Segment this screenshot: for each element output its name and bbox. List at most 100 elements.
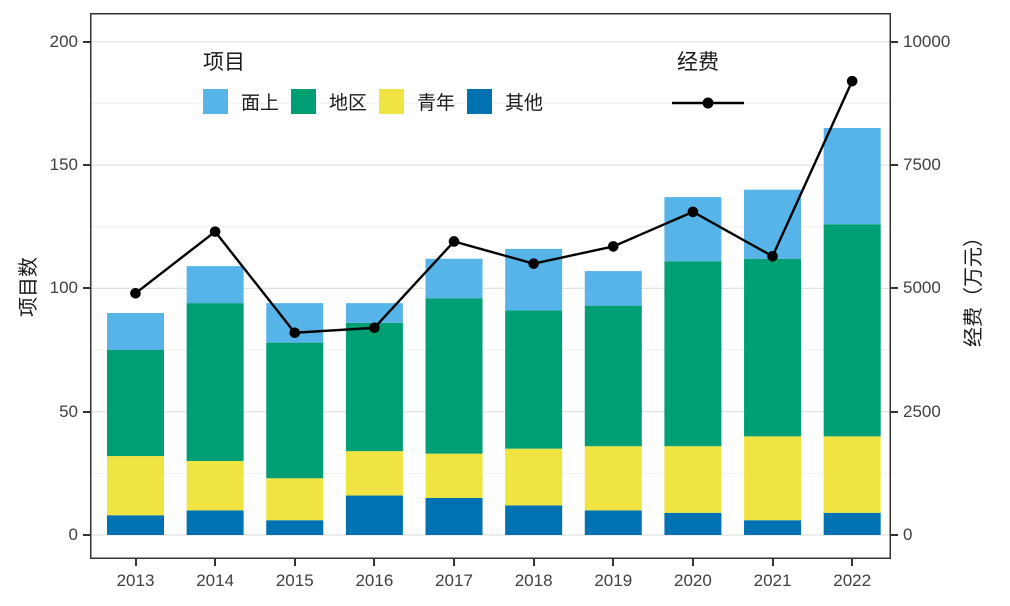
bar-segment-地区-2015 <box>266 342 324 479</box>
x-axis-tick-label: 2018 <box>514 571 553 590</box>
funding-point-2014 <box>209 226 221 237</box>
right-tick-mark <box>891 164 898 167</box>
right-tick-mark <box>891 287 898 290</box>
right-axis-tick-label: 5000 <box>903 278 941 298</box>
x-axis-tick-label: 2013 <box>116 571 155 590</box>
x-tick-mark <box>214 559 217 566</box>
funding-point-2017 <box>448 236 460 247</box>
qingnian-swatch-icon <box>379 89 405 114</box>
x-axis-tick-label: 2014 <box>196 571 235 590</box>
x-axis-tick-label: 2015 <box>275 571 314 590</box>
bar-segment-其他-2013 <box>107 515 164 535</box>
x-tick-mark <box>691 559 694 566</box>
right-axis-title: 经费（万元） <box>963 227 985 347</box>
bar-segment-地区-2017 <box>425 298 483 454</box>
legend-item-qingnian: 青年 <box>379 88 455 115</box>
panel-border <box>90 13 891 559</box>
bar-segment-地区-2016 <box>345 322 403 452</box>
bar-segment-青年-2015 <box>266 478 324 521</box>
legend-item-mianshang: 面上 <box>203 88 279 115</box>
funding-point-2015 <box>289 327 301 339</box>
mianshang-swatch-icon <box>203 89 228 114</box>
right-tick-mark <box>891 410 898 413</box>
bar-segment-青年-2016 <box>345 451 403 496</box>
bar-segment-面上-2021 <box>744 189 802 259</box>
bar-segment-青年-2022 <box>823 436 881 513</box>
bar-segment-青年-2018 <box>505 448 563 506</box>
funding-point-2018 <box>528 258 539 269</box>
bar-segment-青年-2013 <box>107 456 164 516</box>
bar-legend-title: 项目 <box>203 51 245 74</box>
bar-segment-地区-2019 <box>584 305 642 447</box>
x-tick-mark <box>134 559 137 566</box>
line-legend-title: 经费 <box>677 51 719 74</box>
bar-segment-青年-2021 <box>744 436 802 521</box>
funding-point-2021 <box>767 250 778 262</box>
bar-segment-地区-2022 <box>823 224 881 437</box>
funding-point-2016 <box>369 322 380 334</box>
bar-segment-其他-2020 <box>664 512 722 535</box>
bar-segment-其他-2018 <box>505 505 563 535</box>
bar-segment-其他-2022 <box>823 512 881 535</box>
chart-panel <box>90 13 891 559</box>
funding-point-2022 <box>846 75 858 87</box>
left-axis-tick-label: 150 <box>49 155 78 175</box>
x-tick-mark <box>612 559 615 566</box>
right-tick-mark <box>891 40 898 43</box>
bar-segment-其他-2014 <box>186 510 244 535</box>
funding-point-2013 <box>130 287 141 299</box>
left-tick-mark <box>83 287 90 290</box>
x-tick-mark <box>851 559 854 566</box>
funding-point-2019 <box>607 241 619 252</box>
bar-segment-面上-2017 <box>425 258 483 299</box>
x-tick-mark <box>771 559 774 566</box>
right-axis-tick-label: 0 <box>903 525 913 544</box>
left-tick-mark <box>83 40 90 43</box>
left-axis-tick-label: 50 <box>59 401 78 421</box>
line-legend-key-icon <box>672 92 744 114</box>
x-tick-mark <box>453 559 456 566</box>
funding-line <box>134 80 854 334</box>
x-axis-tick-label: 2017 <box>435 571 473 590</box>
qita-swatch-icon <box>467 89 493 114</box>
left-tick-mark <box>83 164 90 167</box>
bar-segment-地区-2018 <box>505 310 563 449</box>
x-tick-mark <box>293 559 296 566</box>
x-tick-mark <box>373 559 376 566</box>
bar-segment-面上-2022 <box>823 128 881 225</box>
right-axis-tick-label: 10000 <box>903 31 951 51</box>
bar-segment-地区-2014 <box>186 303 244 462</box>
bar-segment-面上-2013 <box>107 313 164 351</box>
x-axis-tick-label: 2021 <box>753 571 792 590</box>
diqu-swatch-icon <box>291 89 317 114</box>
right-tick-mark <box>891 534 898 536</box>
right-axis-tick-label: 2500 <box>903 401 941 421</box>
legend-item-diqu: 地区 <box>291 88 367 115</box>
bar-segment-其他-2017 <box>425 498 483 535</box>
bar-segment-青年-2017 <box>425 453 483 499</box>
bar-segment-面上-2014 <box>186 266 244 304</box>
funding-point-2020 <box>687 206 699 218</box>
bar-segment-面上-2019 <box>584 271 642 306</box>
bar-segment-地区-2013 <box>107 350 164 457</box>
left-axis-title: 项目数 <box>18 257 40 317</box>
x-axis-tick-label: 2022 <box>833 571 872 590</box>
bar-segment-其他-2019 <box>584 510 642 535</box>
right-axis-tick-label: 7500 <box>903 155 941 175</box>
bar-segment-其他-2021 <box>744 520 802 535</box>
bar-segment-青年-2019 <box>584 446 642 511</box>
bar-segment-地区-2020 <box>664 261 722 447</box>
left-axis-tick-label: 200 <box>49 31 78 51</box>
x-axis-tick-label: 2020 <box>673 571 712 590</box>
bar-segment-青年-2014 <box>186 461 244 511</box>
x-tick-mark <box>532 559 535 566</box>
left-tick-mark <box>83 410 90 413</box>
left-tick-mark <box>83 534 90 536</box>
x-axis-tick-label: 2016 <box>355 571 394 590</box>
bar-legend: 面上 地区 青年 其他 <box>203 88 555 115</box>
bar-segment-其他-2015 <box>266 520 324 535</box>
bar-segment-其他-2016 <box>345 495 403 535</box>
bar-segment-地区-2021 <box>744 258 802 437</box>
legend-item-qita: 其他 <box>467 88 543 115</box>
